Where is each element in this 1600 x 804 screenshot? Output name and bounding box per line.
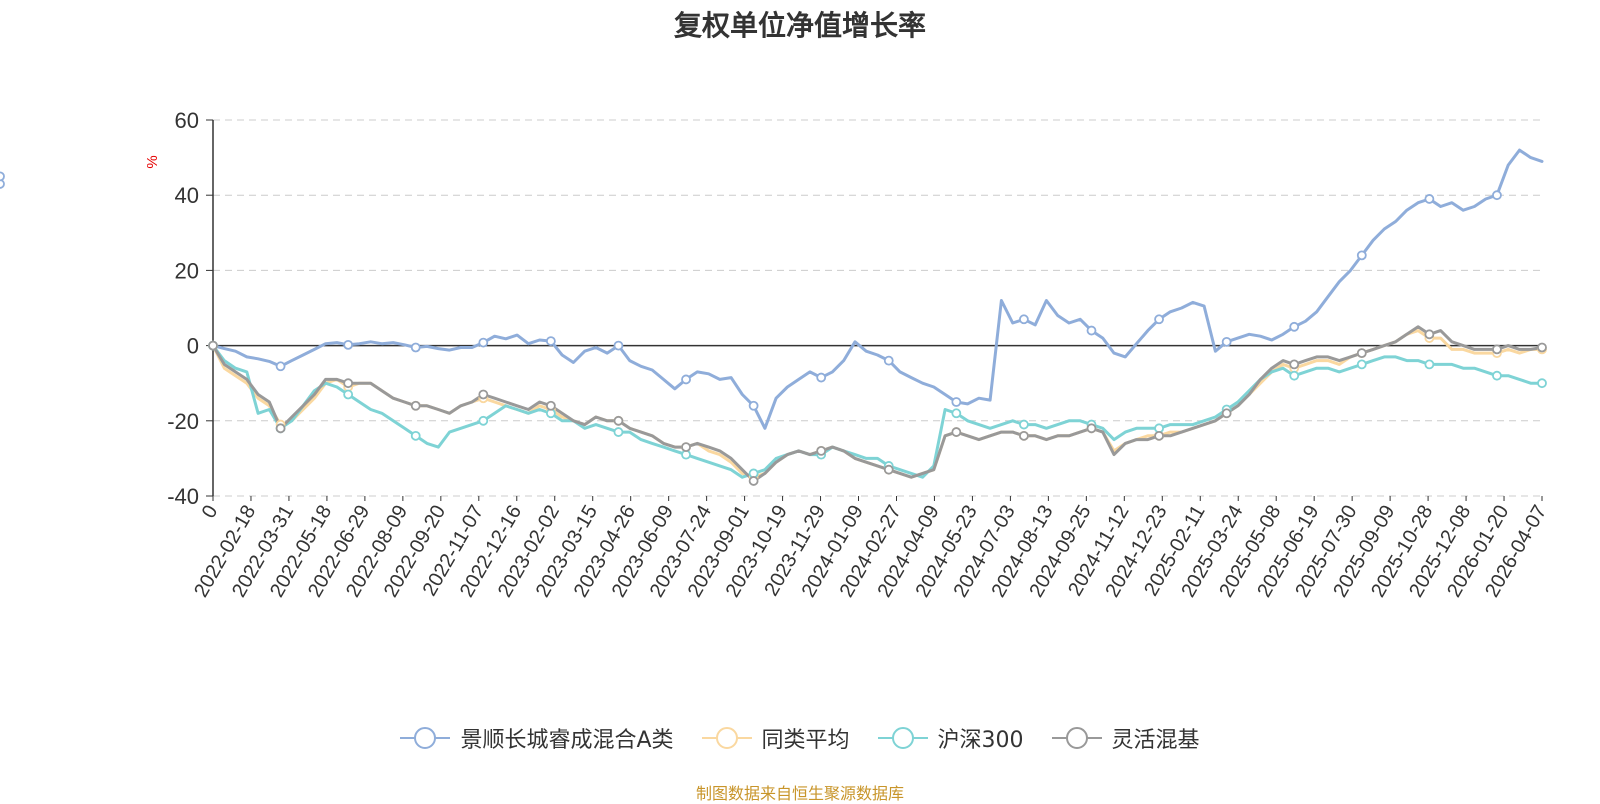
series-0-point-114 — [1492, 190, 1502, 201]
series-3-point-90 — [1221, 408, 1232, 419]
series-line-2 — [211, 344, 1544, 479]
source-note: 制图数据来自恒生聚源数据库 — [695, 784, 904, 803]
legend-label-3: 灵活混基 — [1111, 728, 1200, 753]
series-3-point-18 — [410, 400, 421, 411]
legend-marker-3 — [1065, 727, 1088, 749]
series-0-point-108 — [1424, 194, 1435, 204]
legend-item-3[interactable]: 灵活混基 — [1051, 722, 1200, 754]
series-0-point-6 — [275, 361, 286, 372]
series-0-point-78 — [1086, 325, 1097, 336]
series-3-point-72 — [1019, 430, 1029, 441]
y-tick-label-1: 40 — [175, 183, 199, 208]
series-3-point-6 — [275, 423, 286, 434]
series-0-point-54 — [816, 372, 827, 383]
legend-symbol-2 — [877, 727, 928, 749]
series-3-point-0 — [208, 340, 218, 351]
series-3-point-78 — [1086, 423, 1097, 434]
series-3-point-102 — [1356, 348, 1367, 359]
series-0-point-120 — [0, 179, 5, 189]
series-3-point-108 — [1424, 329, 1435, 340]
legend-item-0[interactable]: 景顺长城睿成混合A类 — [400, 722, 674, 754]
marker-layer — [0, 171, 1547, 486]
series-0-point-42 — [681, 374, 691, 385]
series-layer — [211, 148, 1544, 483]
series-3-point-66 — [951, 427, 962, 437]
series-2-point-24 — [478, 415, 489, 426]
series-3-point-96 — [1289, 359, 1300, 370]
chart-title: 复权单位净值增长率 — [673, 9, 926, 42]
series-0-point-84 — [1154, 314, 1164, 325]
series-3-point-54 — [816, 445, 827, 456]
series-2-point-66 — [951, 408, 962, 419]
y-tick-label-5: -40 — [167, 484, 199, 509]
series-0-point-36 — [613, 340, 624, 351]
legend-symbol-1 — [701, 727, 752, 749]
series-2-point-114 — [1492, 370, 1502, 381]
series-0-point-30 — [545, 336, 556, 346]
series-2-point-118 — [1537, 378, 1547, 389]
y-tick-label-4: -20 — [167, 409, 199, 434]
series-0-point-72 — [1019, 314, 1029, 325]
legend-label-1: 同类平均 — [761, 728, 850, 753]
series-0-point-66 — [951, 397, 962, 407]
grid-layer — [213, 119, 1542, 497]
legend-marker-1 — [715, 727, 738, 749]
series-line-0 — [211, 148, 1544, 430]
series-2-point-72 — [1019, 419, 1029, 430]
series-0-point-90 — [1221, 336, 1232, 347]
series-0-point-102 — [1356, 250, 1367, 261]
series-3-point-36 — [613, 415, 624, 426]
y-tick-label-0: 60 — [175, 108, 199, 133]
series-0-point-12 — [343, 339, 354, 350]
series-0-point-121 — [0, 171, 5, 182]
axis-layer: 6040200-20-4002022-02-182022-03-312022-0… — [167, 108, 1551, 601]
line-chart: 6040200-20-4002022-02-182022-03-312022-0… — [0, 108, 1551, 601]
series-3-point-42 — [681, 442, 691, 453]
series-3-point-30 — [545, 400, 556, 411]
series-0-point-96 — [1289, 321, 1300, 332]
legend-marker-0 — [414, 727, 437, 749]
series-2-point-102 — [1356, 359, 1367, 370]
series-3-point-60 — [883, 464, 894, 475]
legend-symbol-0 — [400, 727, 451, 749]
x-tick-label-0: 0 — [198, 502, 223, 523]
series-2-point-108 — [1424, 359, 1435, 370]
legend-marker-2 — [891, 727, 914, 749]
series-3-point-12 — [343, 378, 354, 389]
series-3-point-84 — [1154, 430, 1164, 441]
series-2-point-12 — [343, 389, 354, 400]
series-0-point-60 — [883, 355, 894, 366]
series-0-point-48 — [748, 400, 759, 411]
y-axis-unit-label: % — [144, 155, 161, 168]
series-2-point-96 — [1289, 370, 1300, 381]
series-3-point-114 — [1492, 344, 1502, 355]
legend-item-2[interactable]: 沪深300 — [877, 722, 1024, 754]
series-2-point-18 — [410, 430, 421, 441]
legend-label-2: 沪深300 — [937, 728, 1024, 753]
legend: 景顺长城睿成混合A类 同类平均 沪深300 灵活混基 — [0, 722, 1600, 754]
legend-label-0: 景顺长城睿成混合A类 — [460, 728, 674, 753]
y-tick-label-3: 0 — [187, 334, 199, 359]
legend-item-1[interactable]: 同类平均 — [701, 722, 850, 754]
y-tick-label-2: 20 — [175, 258, 199, 283]
series-line-3 — [211, 325, 1544, 483]
legend-symbol-3 — [1051, 727, 1102, 749]
series-3-point-118 — [1537, 342, 1547, 353]
series-0-point-24 — [478, 337, 489, 348]
series-3-point-48 — [748, 476, 759, 486]
series-2-point-36 — [613, 427, 624, 437]
series-0-point-18 — [410, 342, 421, 353]
series-3-point-24 — [478, 389, 489, 400]
